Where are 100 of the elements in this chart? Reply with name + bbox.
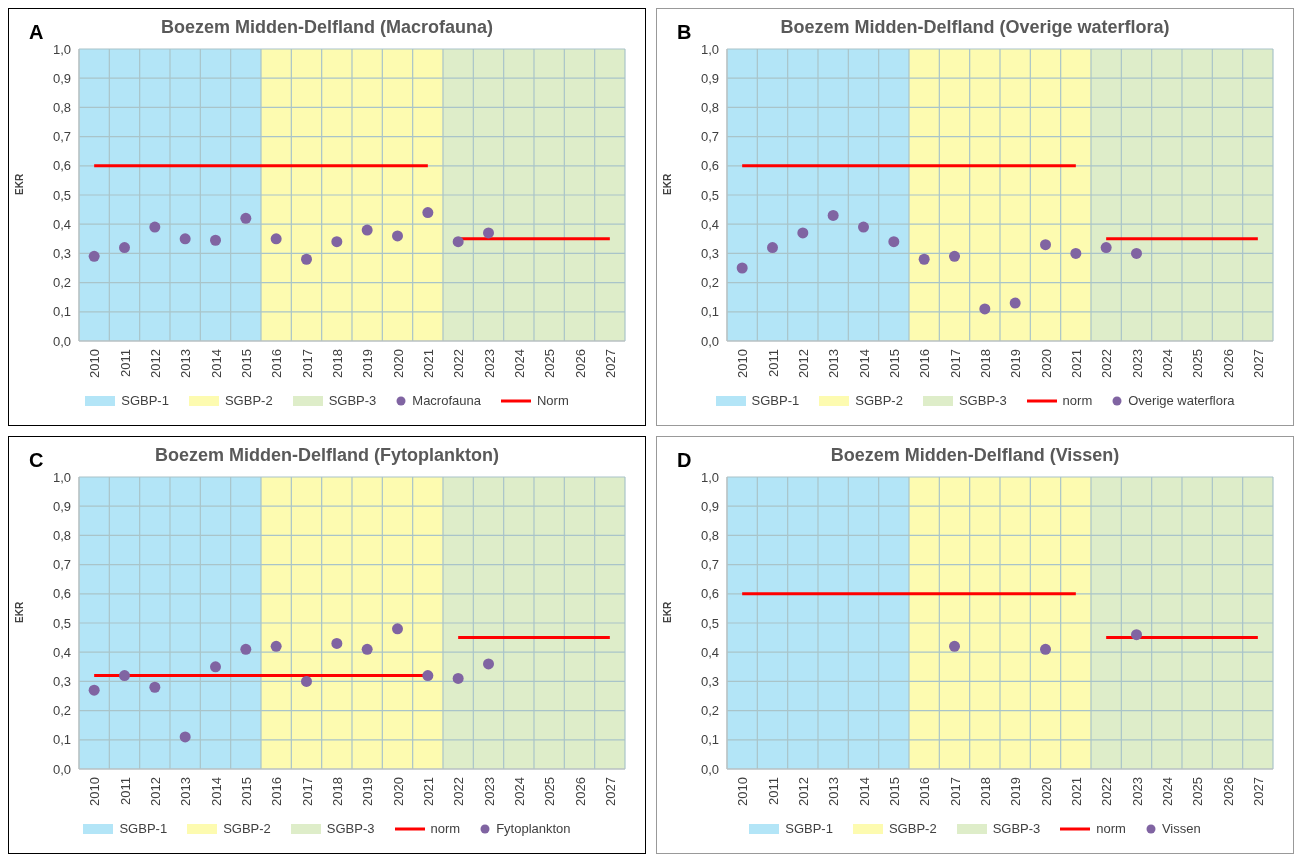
- y-tick-label: 1,0: [700, 469, 719, 485]
- point: [179, 233, 191, 245]
- x-tick-label: 2018: [330, 777, 346, 806]
- legend-label: SGBP-3: [327, 393, 377, 408]
- legend-label: SGBP-1: [118, 821, 168, 836]
- x-tick-label: 2016: [269, 349, 285, 378]
- y-tick-label: 0,0: [52, 333, 71, 349]
- legend-label: SGBP-3: [991, 821, 1041, 836]
- point: [1100, 242, 1112, 254]
- point: [270, 233, 282, 245]
- x-tick-label: 2025: [1190, 349, 1206, 378]
- point: [797, 227, 809, 239]
- x-tick-label: 2018: [978, 349, 994, 378]
- chart-title: Boezem Midden-Delfland (Overige waterflora): [780, 17, 1170, 37]
- x-tick-label: 2014: [856, 349, 872, 378]
- y-tick-label: 0,9: [700, 70, 719, 86]
- legend-label: SGBP-1: [750, 393, 800, 408]
- legend-label: Macrofauna: [411, 393, 481, 408]
- y-tick-label: 0,5: [700, 615, 719, 631]
- point: [392, 230, 403, 242]
- x-tick-label: 2023: [481, 349, 497, 378]
- x-tick-label: 2017: [299, 777, 315, 806]
- y-tick-label: 0,0: [52, 761, 71, 777]
- y-tick-label: 0,2: [52, 703, 71, 719]
- x-tick-label: 2015: [887, 777, 903, 806]
- y-tick-label: 0,6: [52, 158, 71, 174]
- y-axis-title: EKR: [13, 601, 25, 623]
- x-tick-label: 2026: [1220, 777, 1236, 806]
- x-tick-label: 2021: [421, 777, 437, 806]
- text: D: [677, 449, 692, 472]
- legend-label: norm: [429, 821, 461, 836]
- point: [827, 209, 839, 221]
- x-tick-label: 2015: [239, 349, 255, 378]
- x-tick-label: 2018: [978, 777, 994, 806]
- x-tick-label: 2025: [542, 777, 558, 806]
- x-tick-label: 2022: [1099, 349, 1115, 378]
- point: [210, 661, 221, 673]
- y-tick-label: 0,3: [700, 246, 719, 262]
- x-tick-label: 2017: [947, 349, 963, 378]
- x-tick-label: 2012: [148, 349, 164, 378]
- y-tick-label: 0,3: [700, 674, 719, 690]
- legend-label: norm: [1095, 821, 1126, 836]
- y-tick-label: 0,8: [52, 528, 71, 544]
- x-tick-label: 2026: [572, 349, 588, 378]
- legend-label: SGBP-3: [957, 393, 1007, 408]
- x-tick-label: 2021: [1069, 349, 1085, 378]
- legend-label: Overige waterflora: [1127, 393, 1235, 408]
- legend-label: SGBP-2: [854, 393, 903, 408]
- chart-title: Boezem Midden-Delfland (Macrofauna): [160, 17, 494, 37]
- y-tick-label: 0,6: [52, 586, 71, 602]
- point: [1070, 247, 1082, 259]
- point: [361, 643, 373, 655]
- point: [149, 221, 161, 233]
- point: [331, 637, 343, 649]
- point: [949, 250, 960, 262]
- x-tick-label: 2013: [826, 777, 842, 806]
- x-tick-label: 2020: [390, 349, 406, 378]
- point: [888, 236, 900, 248]
- legend-label: SGBP-1: [120, 393, 169, 408]
- point: [88, 250, 100, 262]
- point: [270, 640, 282, 652]
- legend-label: SGBP-3: [325, 821, 375, 836]
- x-tick-label: 2019: [360, 777, 376, 806]
- x-tick-label: 2020: [390, 777, 406, 806]
- y-tick-label: 0,0: [700, 333, 719, 349]
- point: [149, 681, 161, 693]
- y-tick-label: 0,1: [52, 732, 71, 748]
- x-tick-label: 2025: [1190, 777, 1206, 806]
- chart-title: Boezem Midden-Delfland (Vissen): [830, 445, 1120, 465]
- x-tick-label: 2013: [178, 777, 194, 806]
- x-tick-label: 2018: [330, 349, 346, 378]
- point: [240, 643, 252, 655]
- y-axis-title: EKR: [661, 173, 673, 195]
- x-tick-label: 2019: [1008, 777, 1024, 806]
- point: [210, 234, 221, 246]
- point: [240, 212, 252, 224]
- x-tick-label: 2014: [208, 777, 224, 806]
- y-tick-label: 0,8: [52, 100, 71, 116]
- legend-label: SGBP-2: [887, 821, 937, 836]
- x-tick-label: 2012: [796, 349, 812, 378]
- point: [331, 236, 343, 248]
- y-tick-label: 0,9: [700, 498, 719, 514]
- x-tick-label: 2011: [765, 349, 781, 377]
- point: [452, 236, 464, 248]
- x-tick-label: 2020: [1038, 777, 1054, 806]
- y-tick-label: 0,2: [52, 275, 71, 291]
- point: [361, 224, 373, 236]
- x-tick-label: 2011: [117, 349, 133, 377]
- x-tick-label: 2023: [1129, 349, 1145, 378]
- y-tick-label: 0,0: [700, 761, 719, 777]
- x-tick-label: 2026: [572, 777, 588, 806]
- x-tick-label: 2014: [208, 349, 224, 378]
- y-tick-label: 0,3: [52, 674, 71, 690]
- point: [979, 303, 991, 315]
- x-tick-label: 2027: [1251, 777, 1267, 806]
- point: [918, 253, 930, 265]
- point: [392, 623, 403, 635]
- point: [483, 227, 494, 239]
- x-tick-label: 2013: [826, 349, 842, 378]
- y-axis-title: EKR: [13, 173, 25, 195]
